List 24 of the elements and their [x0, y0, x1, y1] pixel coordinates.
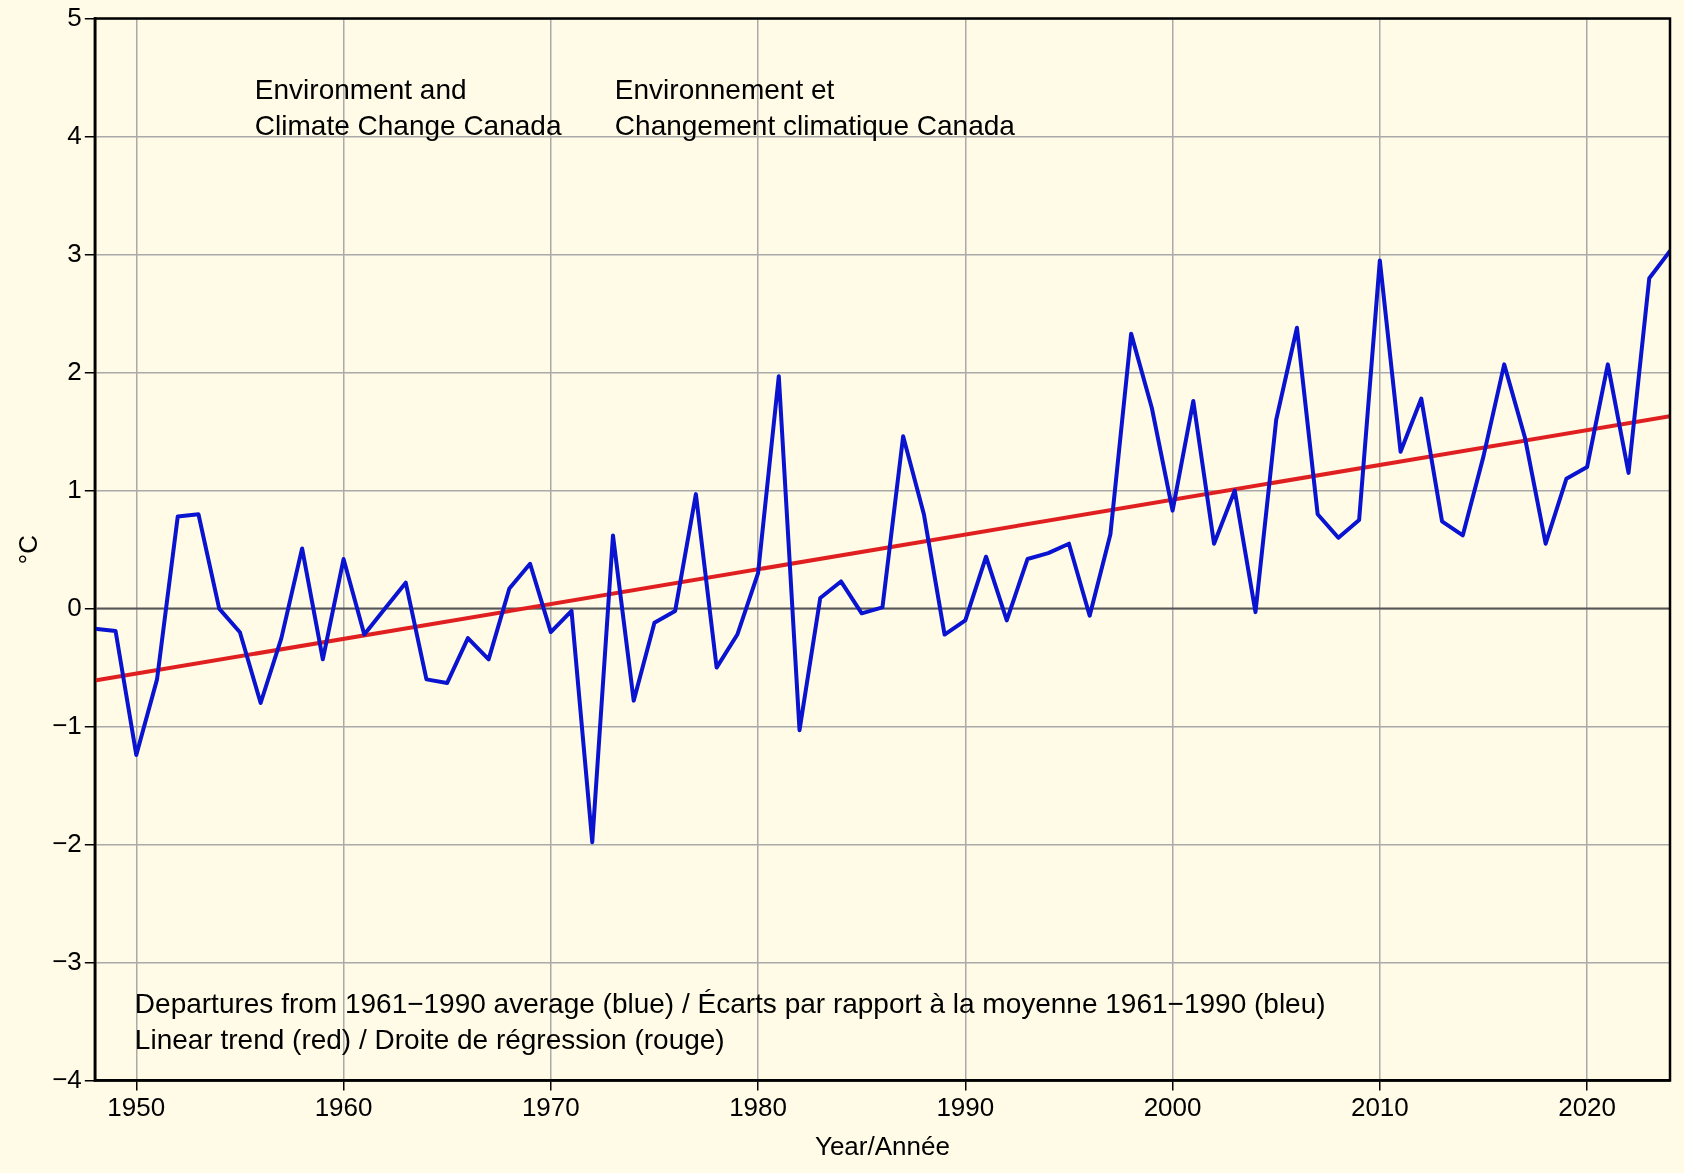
- annotation: Departures from 1961−1990 average (blue) / Écarts par rapport à la moyenne 1961−1990 (bleu): [134, 987, 1326, 1019]
- y-tick-label: 2: [67, 355, 82, 386]
- y-tick-label: 5: [67, 1, 82, 32]
- y-tick-label: 3: [67, 237, 82, 268]
- x-tick-label: 1950: [107, 1092, 166, 1123]
- y-tick-label: −4: [52, 1063, 82, 1094]
- x-axis-title: Year/Année: [814, 1130, 950, 1161]
- x-tick-label: 2000: [1143, 1092, 1202, 1123]
- y-axis-title: °C: [12, 535, 43, 565]
- y-tick-label: −1: [52, 709, 82, 740]
- y-tick-label: 4: [67, 119, 82, 150]
- x-tick-label: 1970: [521, 1092, 580, 1123]
- y-tick-label: −2: [52, 827, 82, 858]
- x-tick-label: 1990: [936, 1092, 995, 1123]
- y-tick-label: 0: [67, 591, 82, 622]
- x-tick-label: 2020: [1558, 1092, 1617, 1123]
- annotation: Environnement et Changement climatique Canada: [614, 73, 1016, 141]
- x-tick-label: 1980: [729, 1092, 787, 1123]
- y-tick-label: 1: [67, 473, 82, 504]
- y-tick-label: −3: [52, 945, 82, 976]
- x-tick-label: 1960: [314, 1092, 373, 1123]
- annotation: Environment and Climate Change Canada: [254, 73, 562, 141]
- x-tick-label: 2010: [1350, 1092, 1409, 1123]
- annotation: Linear trend (red) / Droite de régression (rouge): [134, 1023, 725, 1055]
